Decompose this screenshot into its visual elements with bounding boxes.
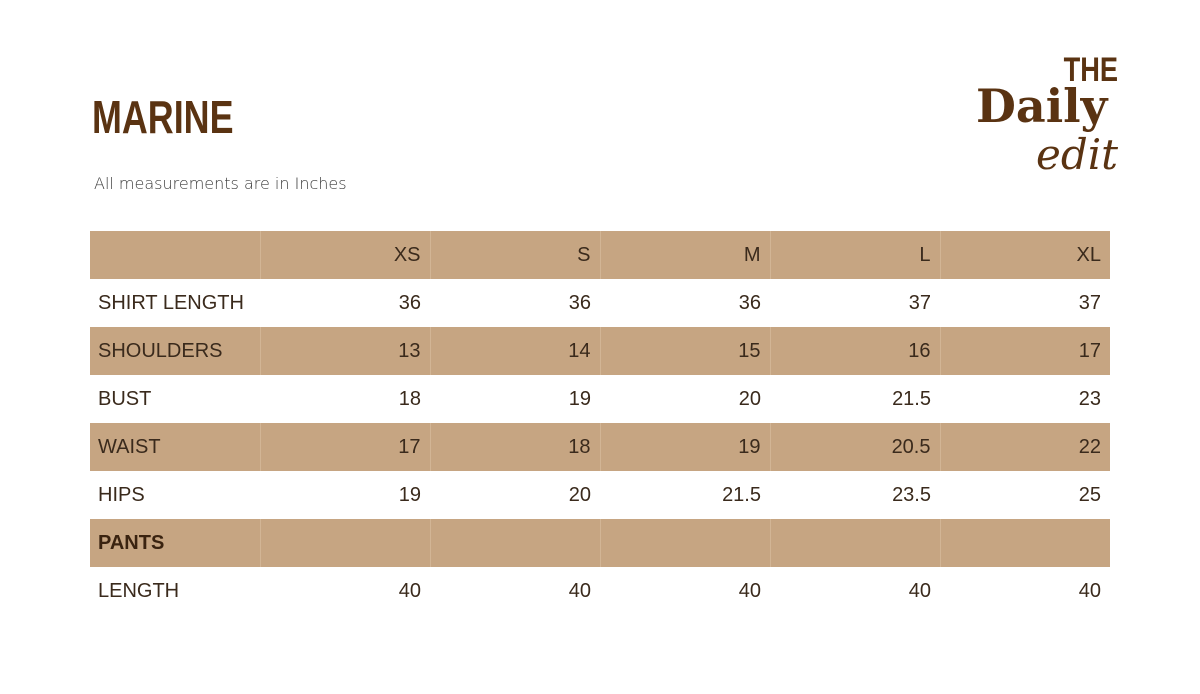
page-title: MARINE — [92, 91, 234, 143]
table-cell-empty — [599, 519, 770, 567]
logo-the-text: THE — [1063, 51, 1118, 89]
table-cell: 20 — [568, 483, 591, 506]
table-header-row: XS S M L XL — [90, 231, 1110, 279]
logo-daily-text: Daily — [976, 79, 1108, 133]
table-cell: 20 — [738, 387, 761, 410]
table-cell: 40 — [568, 579, 591, 602]
table-row-length: LENGTH 40 40 40 40 40 — [90, 567, 1110, 615]
table-cell-empty — [259, 519, 430, 567]
table-cell: 37 — [908, 291, 931, 314]
table-cell: 36 — [568, 291, 591, 314]
table-cell: 18 — [429, 423, 600, 471]
size-chart-table: XS S M L XL SHIRT LENGTH 36 36 36 37 37 … — [90, 231, 1110, 615]
size-header-xs: XS — [259, 231, 430, 279]
size-header-m: M — [599, 231, 770, 279]
table-cell: 17 — [259, 423, 430, 471]
table-cell: 36 — [738, 291, 761, 314]
section-row-pants: PANTS — [90, 519, 1110, 567]
table-cell: 19 — [398, 483, 421, 506]
table-row-shirt-length: SHIRT LENGTH 36 36 36 37 37 — [90, 279, 1110, 327]
table-cell: 22 — [939, 423, 1110, 471]
row-label: BUST — [98, 387, 152, 410]
table-cell-empty — [429, 519, 600, 567]
header-empty-cell — [90, 231, 260, 279]
row-label: SHIRT LENGTH — [98, 291, 244, 314]
table-cell: 40 — [738, 579, 761, 602]
table-cell: 14 — [429, 327, 600, 375]
table-cell: 40 — [398, 579, 421, 602]
table-row-shoulders: SHOULDERS 13 14 15 16 17 — [90, 327, 1110, 375]
row-label: SHOULDERS — [90, 327, 260, 375]
table-cell: 23 — [1078, 387, 1101, 410]
table-cell: 23.5 — [892, 483, 931, 506]
row-label: LENGTH — [98, 579, 180, 602]
table-cell: 40 — [1078, 579, 1101, 602]
table-cell: 16 — [769, 327, 940, 375]
table-cell: 19 — [599, 423, 770, 471]
table-cell-empty — [939, 519, 1110, 567]
table-cell: 25 — [1078, 483, 1101, 506]
size-header-l: L — [769, 231, 940, 279]
table-row-hips: HIPS 19 20 21.5 23.5 25 — [90, 471, 1110, 519]
logo-edit-text: edit — [1036, 130, 1119, 179]
table-cell: 17 — [939, 327, 1110, 375]
table-cell: 18 — [398, 387, 421, 410]
brand-logo: THE Daily edit — [972, 52, 1132, 187]
size-header-xl: XL — [939, 231, 1110, 279]
table-cell: 40 — [908, 579, 931, 602]
table-cell: 19 — [568, 387, 591, 410]
table-row-bust: BUST 18 19 20 21.5 23 — [90, 375, 1110, 423]
table-cell: 13 — [259, 327, 430, 375]
section-label: PANTS — [90, 519, 260, 567]
table-cell: 15 — [599, 327, 770, 375]
table-row-waist: WAIST 17 18 19 20.5 22 — [90, 423, 1110, 471]
measurement-unit-note: All measurements are in Inches — [94, 174, 347, 193]
row-label: HIPS — [98, 483, 145, 506]
table-cell: 36 — [398, 291, 421, 314]
table-cell: 21.5 — [892, 387, 931, 410]
size-header-s: S — [429, 231, 600, 279]
table-cell-empty — [769, 519, 940, 567]
table-cell: 21.5 — [722, 483, 761, 506]
table-cell: 20.5 — [769, 423, 940, 471]
row-label: WAIST — [90, 423, 260, 471]
table-cell: 37 — [1078, 291, 1101, 314]
